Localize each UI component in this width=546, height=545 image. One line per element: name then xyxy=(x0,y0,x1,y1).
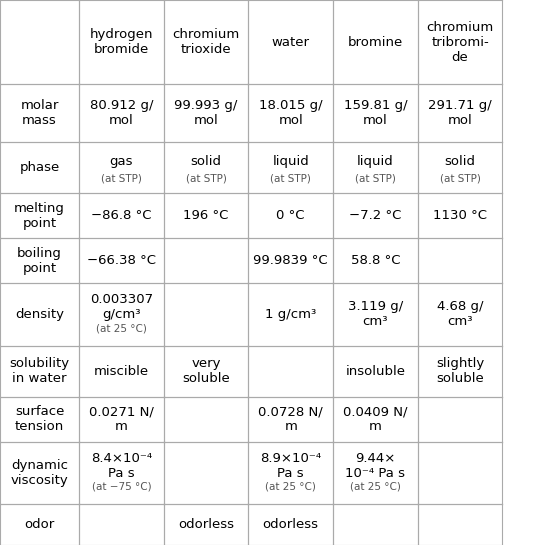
Text: 3.119 g/
cm³: 3.119 g/ cm³ xyxy=(348,300,403,329)
Text: 1130 °C: 1130 °C xyxy=(433,209,487,222)
Text: 99.9839 °C: 99.9839 °C xyxy=(253,254,328,267)
Text: 99.993 g/
mol: 99.993 g/ mol xyxy=(174,99,238,127)
Text: phase: phase xyxy=(20,161,60,174)
Text: 196 °C: 196 °C xyxy=(183,209,229,222)
Text: melting
point: melting point xyxy=(14,202,65,229)
Text: solubility
in water: solubility in water xyxy=(9,358,70,385)
Text: liquid: liquid xyxy=(357,155,394,168)
Text: density: density xyxy=(15,308,64,321)
Text: insoluble: insoluble xyxy=(346,365,405,378)
Text: bromine: bromine xyxy=(348,35,403,49)
Text: odor: odor xyxy=(25,518,55,531)
Text: water: water xyxy=(272,35,310,49)
Text: 80.912 g/
mol: 80.912 g/ mol xyxy=(90,99,153,127)
Text: 291.71 g/
mol: 291.71 g/ mol xyxy=(428,99,492,127)
Text: 0.0271 N/
m: 0.0271 N/ m xyxy=(89,405,154,433)
Text: surface
tension: surface tension xyxy=(15,405,64,433)
Text: hydrogen
bromide: hydrogen bromide xyxy=(90,28,153,56)
Text: 1 g/cm³: 1 g/cm³ xyxy=(265,308,316,321)
Text: boiling
point: boiling point xyxy=(17,247,62,275)
Text: 18.015 g/
mol: 18.015 g/ mol xyxy=(259,99,323,127)
Text: (at 25 °C): (at 25 °C) xyxy=(350,482,401,492)
Text: odorless: odorless xyxy=(178,518,234,531)
Text: 0.0409 N/
m: 0.0409 N/ m xyxy=(343,405,408,433)
Text: chromium
tribromi-
de: chromium tribromi- de xyxy=(426,21,494,64)
Text: 58.8 °C: 58.8 °C xyxy=(351,254,400,267)
Text: 0.0728 N/
m: 0.0728 N/ m xyxy=(258,405,323,433)
Text: liquid: liquid xyxy=(272,155,309,168)
Text: −7.2 °C: −7.2 °C xyxy=(349,209,401,222)
Text: 8.9×10⁻⁴
Pa s: 8.9×10⁻⁴ Pa s xyxy=(260,452,321,480)
Text: (at STP): (at STP) xyxy=(440,174,480,184)
Text: 0 °C: 0 °C xyxy=(276,209,305,222)
Text: (at −75 °C): (at −75 °C) xyxy=(92,482,151,492)
Text: (at STP): (at STP) xyxy=(101,174,142,184)
Text: (at STP): (at STP) xyxy=(355,174,396,184)
Text: −86.8 °C: −86.8 °C xyxy=(91,209,152,222)
Text: miscible: miscible xyxy=(94,365,149,378)
Text: odorless: odorless xyxy=(263,518,319,531)
Text: solid: solid xyxy=(444,155,476,168)
Text: (at STP): (at STP) xyxy=(186,174,227,184)
Text: molar
mass: molar mass xyxy=(20,99,59,127)
Text: chromium
trioxide: chromium trioxide xyxy=(173,28,240,56)
Text: (at 25 °C): (at 25 °C) xyxy=(96,323,147,333)
Text: solid: solid xyxy=(191,155,222,168)
Text: 8.4×10⁻⁴
Pa s: 8.4×10⁻⁴ Pa s xyxy=(91,452,152,480)
Text: very
soluble: very soluble xyxy=(182,358,230,385)
Text: 159.81 g/
mol: 159.81 g/ mol xyxy=(343,99,407,127)
Text: (at STP): (at STP) xyxy=(270,174,311,184)
Text: −66.38 °C: −66.38 °C xyxy=(87,254,156,267)
Text: (at 25 °C): (at 25 °C) xyxy=(265,482,316,492)
Text: 9.44×
10⁻⁴ Pa s: 9.44× 10⁻⁴ Pa s xyxy=(346,452,405,480)
Text: dynamic
viscosity: dynamic viscosity xyxy=(11,459,68,487)
Text: 0.003307
g/cm³: 0.003307 g/cm³ xyxy=(90,293,153,321)
Text: 4.68 g/
cm³: 4.68 g/ cm³ xyxy=(437,300,483,329)
Text: slightly
soluble: slightly soluble xyxy=(436,358,484,385)
Text: gas: gas xyxy=(110,155,133,168)
